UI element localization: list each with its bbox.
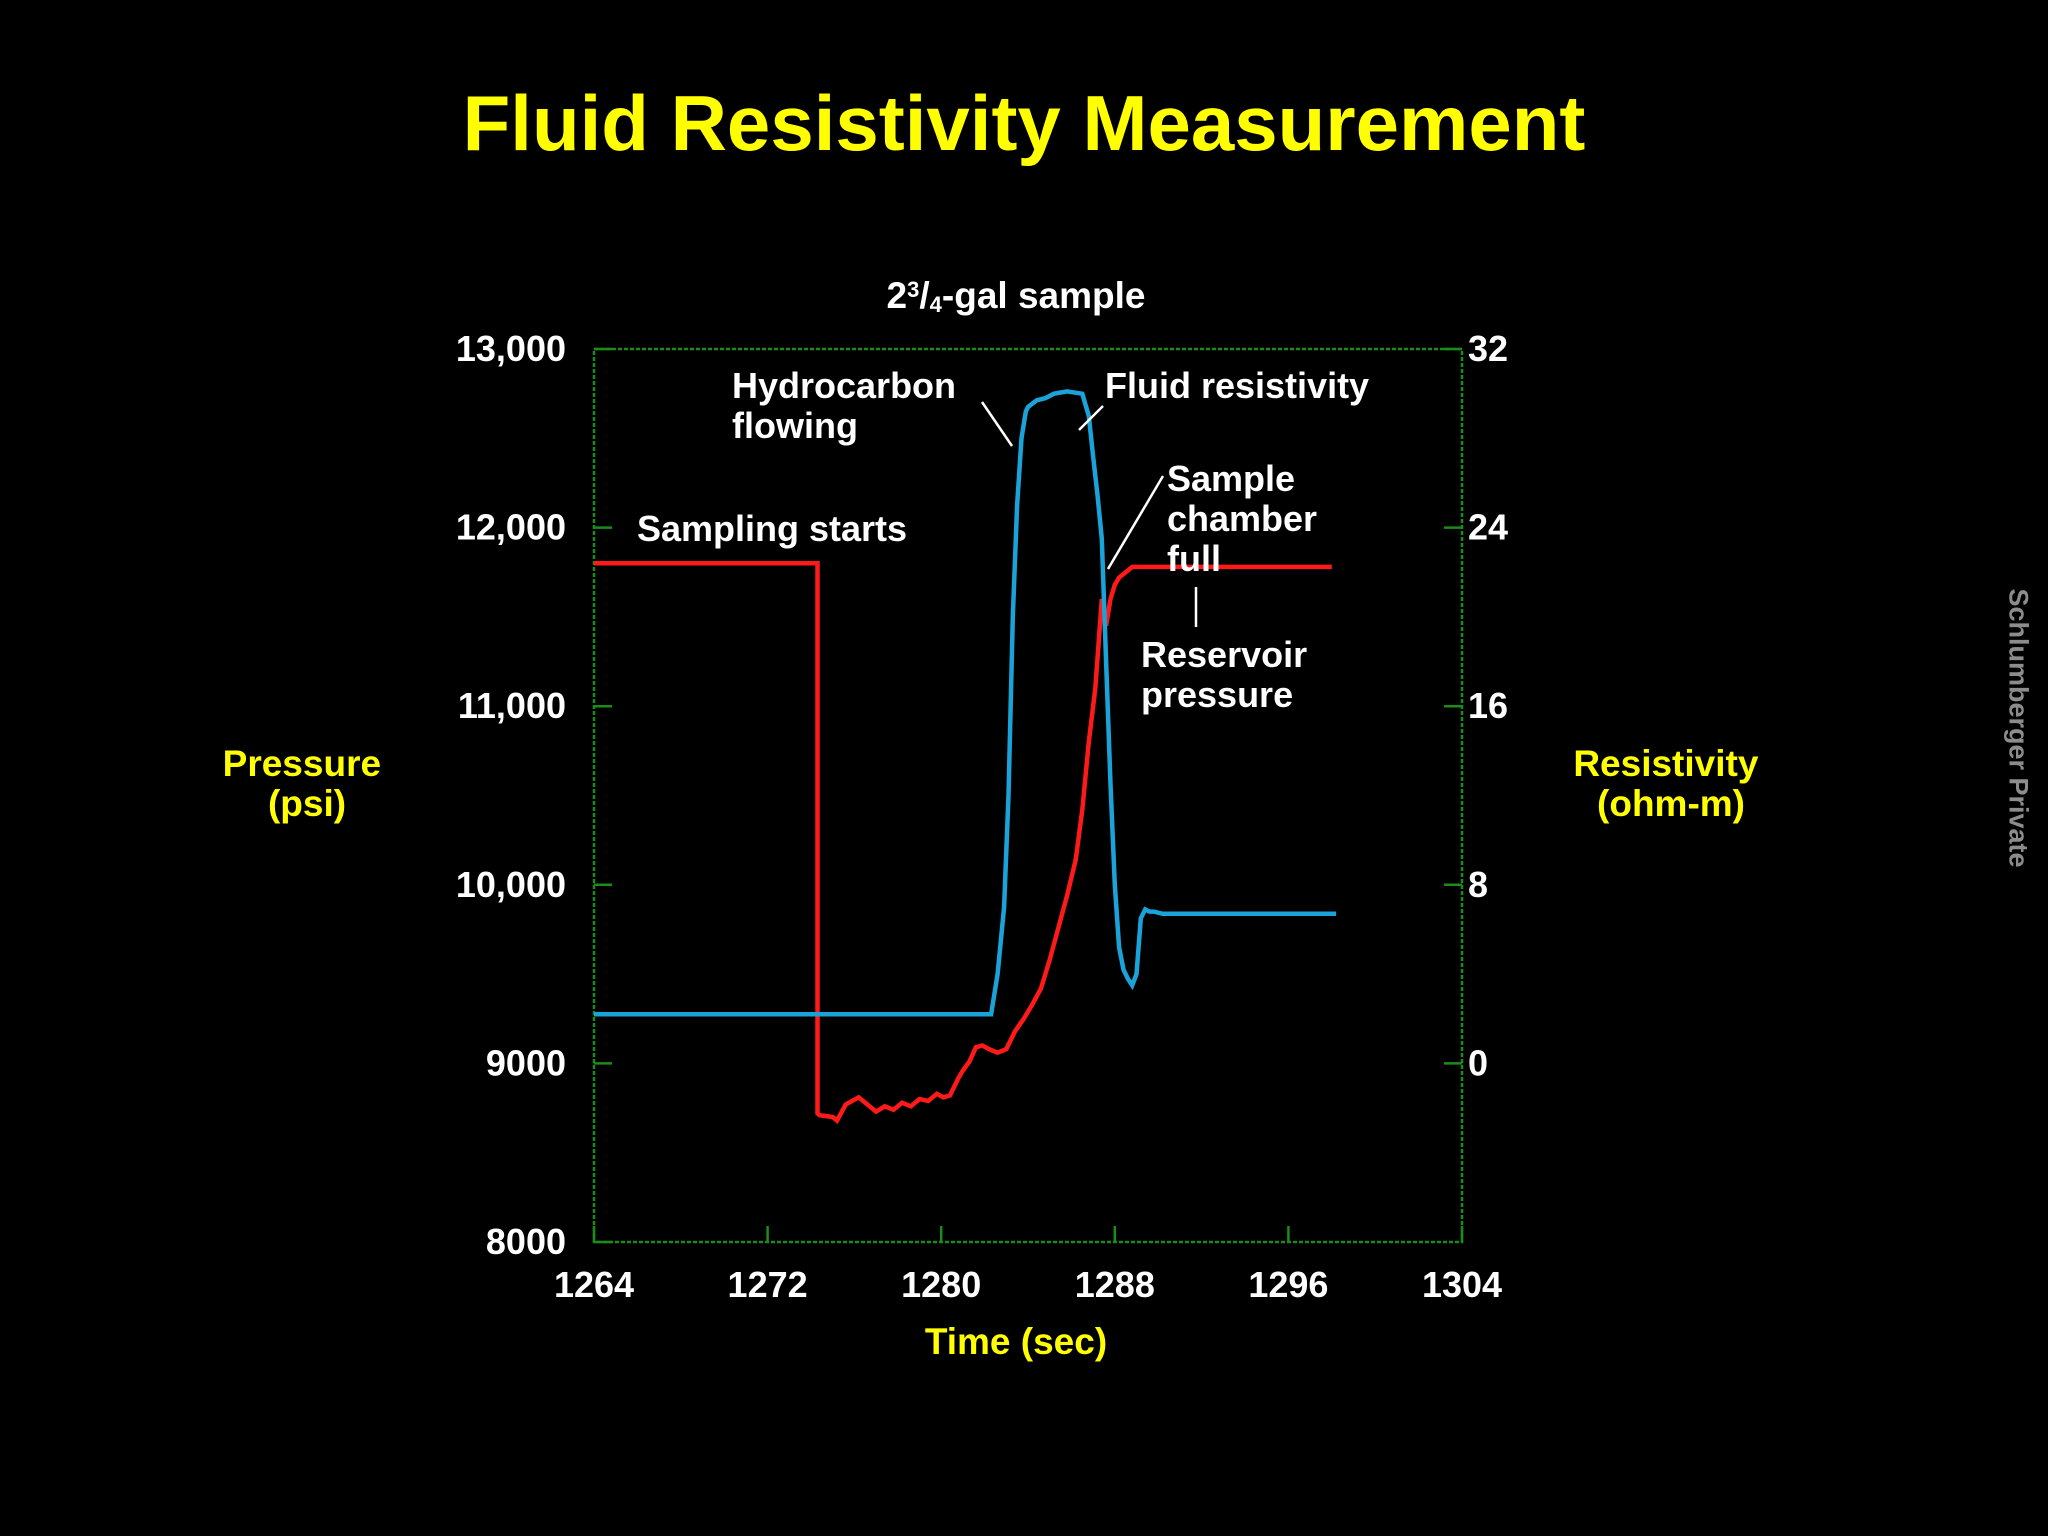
x-axis-title: Time (sec) xyxy=(925,1321,1107,1362)
annotation-hydrocarbon-line1: Hydrocarbon xyxy=(732,365,956,406)
y-left-tick-label: 11,000 xyxy=(458,685,566,726)
annotation-reservoir-pressure: Reservoir pressure xyxy=(1141,634,1317,715)
annotation-hydrocarbon-flowing: Hydrocarbon flowing xyxy=(732,365,966,446)
chart-title-rest: -gal sample xyxy=(942,275,1146,316)
series-line-resistivity xyxy=(594,389,1337,1017)
annotation-reservoir-line1: Reservoir xyxy=(1141,634,1307,675)
leader-hydrocarbon xyxy=(980,401,1014,447)
chart-title-slash: / xyxy=(919,275,929,316)
chart-title-whole: 2 xyxy=(887,275,908,316)
tick-labels: 1264 1272 1280 1288 1296 1304 8000 9000 10,000 11… xyxy=(456,328,1508,1305)
y-right-tick-label: 8 xyxy=(1468,864,1488,905)
y-right-tick-label: 0 xyxy=(1468,1042,1488,1083)
y-left-axis-title-line2: (psi) xyxy=(268,783,346,824)
y-right-tick-label: 32 xyxy=(1468,328,1508,369)
annotation-sample-chamber-full: Sample chamber full xyxy=(1167,458,1327,579)
x-tick-label: 1296 xyxy=(1248,1264,1328,1305)
annotation-sampling-starts: Sampling starts xyxy=(637,508,907,549)
data-series xyxy=(594,389,1337,1125)
chart-title-denominator: 4 xyxy=(930,292,943,317)
y-right-axis-title-line2: (ohm-m) xyxy=(1597,783,1745,824)
annotation-chamber-line3: full xyxy=(1167,538,1221,579)
annotation-chamber-line2: chamber xyxy=(1167,498,1317,539)
plot-frame xyxy=(592,347,1464,1244)
y-right-axis-title-line1: Resistivity xyxy=(1573,743,1759,784)
x-tick-label: 1272 xyxy=(728,1264,808,1305)
watermark: Schlumberger Private xyxy=(2003,588,2034,868)
x-tick-label: 1304 xyxy=(1422,1264,1502,1305)
slide-title: Fluid Resistivity Measurement xyxy=(462,79,1586,167)
annotation-reservoir-line2: pressure xyxy=(1141,674,1293,715)
y-left-axis-title-line1: Pressure xyxy=(223,743,381,784)
y-left-axis-title: Pressure (psi) xyxy=(223,743,392,824)
y-right-axis-title: Resistivity (ohm-m) xyxy=(1573,743,1768,824)
y-right-tick-label: 24 xyxy=(1468,507,1508,548)
annotation-fluid-resistivity: Fluid resistivity xyxy=(1105,365,1369,406)
y-left-tick-label: 8000 xyxy=(486,1221,566,1262)
x-tick-label: 1288 xyxy=(1075,1264,1155,1305)
x-tick-label: 1280 xyxy=(901,1264,981,1305)
y-left-tick-label: 12,000 xyxy=(456,507,566,548)
y-left-tick-label: 13,000 xyxy=(456,328,566,369)
annotation-chamber-line1: Sample xyxy=(1167,458,1295,499)
y-right-tick-label: 16 xyxy=(1468,685,1508,726)
leader-sample-chamber xyxy=(1106,475,1165,570)
y-left-tick-label: 10,000 xyxy=(456,864,566,905)
annotations: Sampling starts Hydrocarbon flowing Flui… xyxy=(637,365,1369,715)
annotation-hydrocarbon-line2: flowing xyxy=(732,405,858,446)
y-left-tick-label: 9000 xyxy=(486,1042,566,1083)
chart-title-numerator: 3 xyxy=(907,277,919,302)
tick-marks xyxy=(592,347,1464,1244)
chart-title: 23/4-gal sample xyxy=(887,275,1146,317)
leader-fluid-resistivity xyxy=(1078,405,1104,431)
x-tick-label: 1264 xyxy=(554,1264,634,1305)
